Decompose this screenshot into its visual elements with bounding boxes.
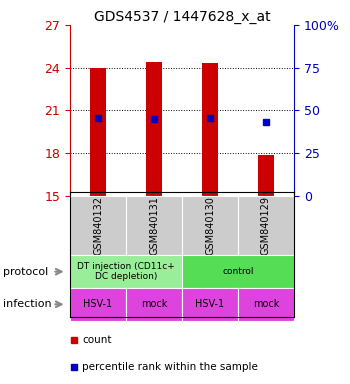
Text: count: count: [82, 335, 112, 345]
Text: GDS4537 / 1447628_x_at: GDS4537 / 1447628_x_at: [94, 10, 270, 23]
Text: HSV-1: HSV-1: [195, 299, 225, 310]
Bar: [258, 154, 274, 196]
Text: GSM840132: GSM840132: [93, 196, 103, 255]
Text: mock: mock: [253, 299, 279, 310]
Bar: [202, 63, 218, 196]
Bar: [90, 68, 106, 196]
Text: percentile rank within the sample: percentile rank within the sample: [82, 362, 258, 372]
Text: protocol: protocol: [4, 266, 49, 277]
Text: GSM840130: GSM840130: [205, 196, 215, 255]
Text: mock: mock: [141, 299, 167, 310]
Text: DT injection (CD11c+
DC depletion): DT injection (CD11c+ DC depletion): [77, 262, 175, 281]
Bar: [146, 62, 162, 196]
Text: control: control: [222, 267, 254, 276]
Text: GSM840129: GSM840129: [261, 196, 271, 255]
Text: HSV-1: HSV-1: [83, 299, 113, 310]
Text: infection: infection: [4, 299, 52, 310]
Text: GSM840131: GSM840131: [149, 196, 159, 255]
